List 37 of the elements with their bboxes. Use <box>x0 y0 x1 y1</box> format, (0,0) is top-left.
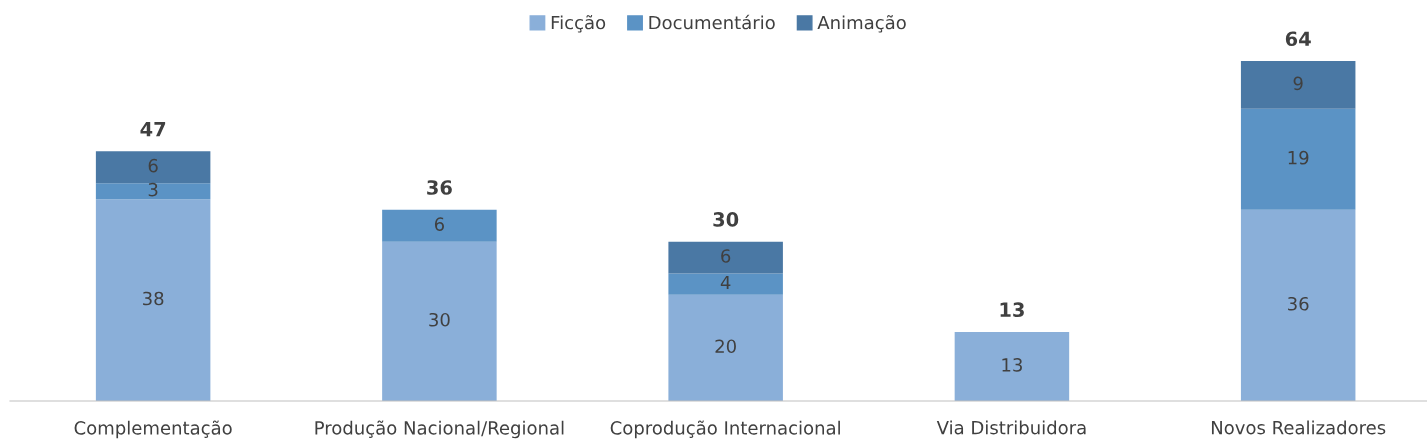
data-label: 13 <box>1002 358 1022 372</box>
bar <box>95 199 211 401</box>
legend-label: Documentário <box>649 14 775 30</box>
bar <box>1240 61 1356 109</box>
bar <box>95 183 211 200</box>
x-tick-label: Via Distribuidora <box>936 420 1086 435</box>
total-label: 30 <box>713 212 739 227</box>
x-tick-label: Coprodução Internacional <box>610 420 840 439</box>
x-tick-label: Produção Nacional/Regional <box>315 420 564 439</box>
data-label: 9 <box>1293 76 1303 91</box>
data-label: 30 <box>429 312 450 327</box>
data-label: 19 <box>1288 150 1309 165</box>
bar <box>954 331 1070 401</box>
legend-label: Ficção <box>551 15 606 33</box>
data-label: 4 <box>720 275 731 290</box>
bar <box>95 151 211 184</box>
total-label: 36 <box>427 180 452 195</box>
legend-label: Animação <box>817 15 906 33</box>
bar <box>382 241 497 401</box>
bar <box>1240 108 1356 210</box>
data-label: 6 <box>434 217 444 231</box>
total-label: 13 <box>1000 302 1024 318</box>
data-label: 6 <box>148 158 158 173</box>
data-label: 3 <box>148 182 158 197</box>
bar <box>382 209 497 242</box>
x-tick-label: Novos Realizadores <box>1211 420 1386 435</box>
bar <box>1240 209 1356 401</box>
x-tick-label: Complementação <box>74 420 232 439</box>
data-label: 36 <box>1288 296 1309 311</box>
data-label: 6 <box>721 249 731 263</box>
data-label: 38 <box>143 291 164 306</box>
data-label: 20 <box>715 339 736 354</box>
total-label: 64 <box>1285 31 1311 47</box>
bar <box>668 241 783 274</box>
total-label: 47 <box>140 121 166 137</box>
bar <box>668 273 783 295</box>
bar <box>668 294 783 401</box>
